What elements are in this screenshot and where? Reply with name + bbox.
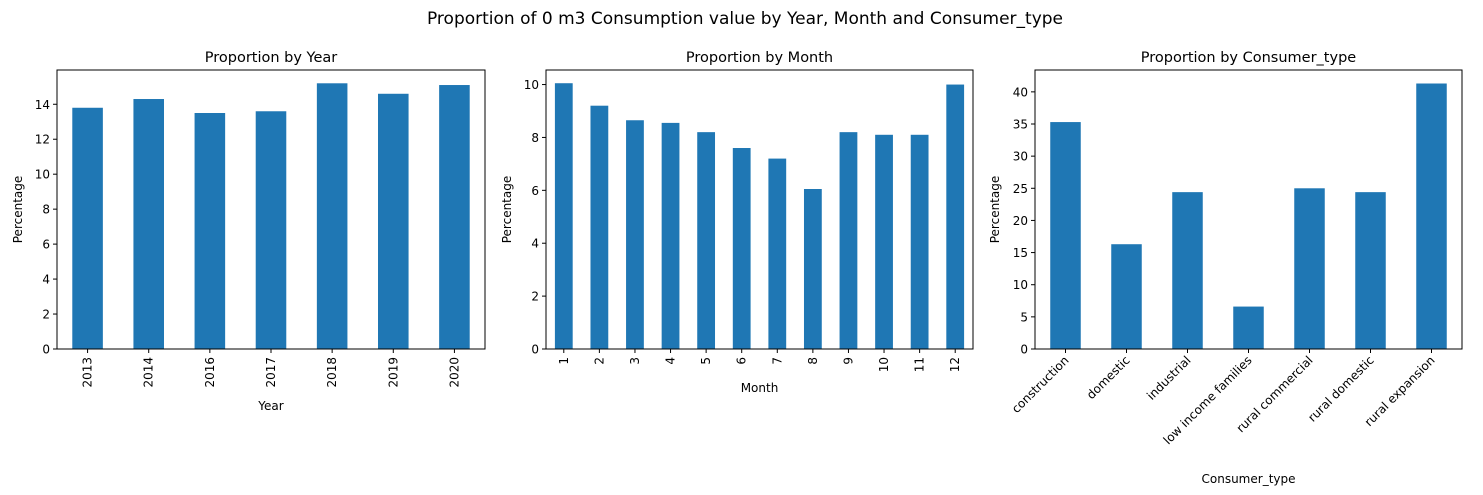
x-tick-label: 9 — [841, 357, 855, 365]
y-tick-label: 10 — [524, 78, 539, 92]
bar-3 — [626, 120, 644, 349]
y-tick-label: 0 — [42, 343, 50, 357]
bar-8 — [803, 189, 822, 349]
bar-4 — [661, 122, 680, 349]
bar-9 — [839, 132, 858, 349]
bar-2017 — [255, 111, 287, 349]
bar-2016 — [194, 113, 226, 349]
bar-12 — [946, 84, 965, 350]
y-tick-label: 14 — [35, 98, 50, 112]
chart-panel-3: 0 5 10 15 20 25 30 35 40 construction domestic indu… — [988, 50, 1463, 486]
y-axis-label: Percentage — [11, 176, 25, 244]
y-tick-label: 25 — [1013, 182, 1028, 196]
y-axis-label: Percentage — [500, 176, 514, 244]
y-tick-label: 6 — [42, 238, 50, 252]
x-tick-label: 2013 — [81, 357, 95, 388]
y-tick-label: 10 — [35, 168, 50, 182]
x-axis-label: Consumer_type — [1202, 472, 1296, 486]
chart-panel-1: 0 2 4 6 8 10 12 14 2013 2014 2016 2017 2018 2019 2020 P… — [11, 50, 486, 413]
figure-suptitle: Proportion of 0 m3 Consumption value by … — [427, 9, 1063, 29]
bar-2014 — [133, 99, 164, 350]
x-tick-label: 8 — [806, 357, 820, 365]
x-tick-label: 11 — [913, 357, 927, 372]
bar-7 — [768, 158, 787, 349]
x-tick-label: 2019 — [386, 357, 400, 388]
y-tick-label: 8 — [531, 131, 539, 145]
y-tick-label: 40 — [1013, 85, 1028, 99]
bar-10 — [875, 134, 893, 349]
y-tick-label: 8 — [42, 203, 50, 217]
x-axis-label: Year — [257, 399, 283, 413]
x-tick-label: 2020 — [447, 357, 461, 388]
y-tick-label: 10 — [1013, 278, 1028, 292]
x-tick-label: 4 — [664, 357, 678, 365]
x-tick-label: 5 — [699, 357, 713, 365]
bar-rural-commercial — [1294, 188, 1325, 349]
x-tick-label: 3 — [628, 357, 642, 365]
y-tick-label: 12 — [35, 133, 50, 147]
y-tick-label: 20 — [1013, 214, 1028, 228]
bar-low-income-families — [1233, 306, 1264, 349]
y-tick-label: 4 — [42, 273, 50, 287]
bar-2019 — [378, 93, 409, 350]
bar-rural-expansion — [1416, 83, 1447, 349]
x-axis-label: Month — [741, 381, 779, 395]
y-tick-label: 0 — [1020, 343, 1028, 357]
bar-5 — [697, 132, 716, 349]
y-tick-label: 2 — [42, 308, 50, 322]
y-axis-label: Percentage — [988, 176, 1002, 244]
x-tick-label: 1 — [557, 357, 571, 365]
x-tick-label: industrial — [1144, 353, 1194, 403]
x-tick-label: 2017 — [264, 357, 278, 388]
chart-title: Proportion by Month — [686, 50, 833, 66]
x-tick-label: 6 — [735, 357, 749, 365]
chart-title: Proportion by Year — [205, 50, 338, 66]
chart-title: Proportion by Consumer_type — [1141, 50, 1356, 66]
bar-6 — [732, 148, 751, 349]
x-tick-label: domestic — [1084, 353, 1133, 402]
y-tick-label: 4 — [531, 237, 539, 251]
bar-1 — [554, 83, 573, 349]
y-tick-label: 15 — [1013, 246, 1028, 260]
y-tick-label: 5 — [1020, 310, 1028, 324]
bar-domestic — [1111, 244, 1142, 349]
bar-construction — [1050, 122, 1081, 349]
bar-2013 — [72, 107, 103, 349]
x-tick-label: 2014 — [142, 357, 156, 388]
axes-frame — [545, 69, 974, 350]
bar-11 — [910, 134, 929, 349]
bar-2020 — [439, 85, 470, 349]
bar-2 — [590, 105, 609, 349]
y-tick-label: 30 — [1013, 150, 1028, 164]
x-tick-label: 10 — [877, 357, 891, 372]
x-tick-label: 12 — [948, 357, 962, 372]
bar-industrial — [1172, 192, 1203, 349]
y-tick-label: 35 — [1013, 118, 1028, 132]
x-tick-label: 7 — [770, 357, 784, 365]
x-tick-label: construction — [1009, 353, 1072, 416]
x-tick-label: 2016 — [203, 357, 217, 388]
x-tick-label: 2 — [592, 357, 606, 365]
bar-2018 — [316, 83, 348, 349]
bar-rural-domestic — [1355, 192, 1386, 349]
x-tick-label: 2018 — [325, 357, 339, 388]
y-tick-label: 0 — [531, 343, 539, 357]
y-tick-label: 2 — [531, 290, 539, 304]
y-tick-label: 6 — [531, 184, 539, 198]
